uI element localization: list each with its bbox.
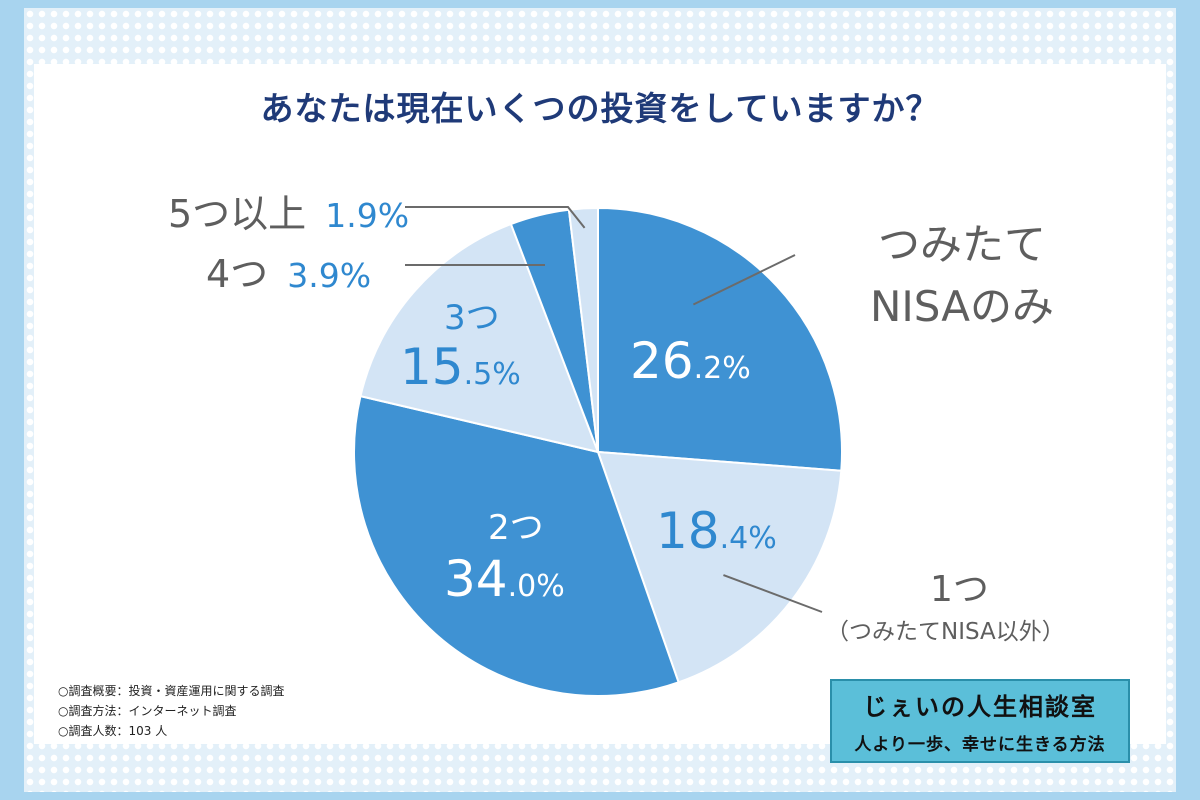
slice-label-three: 3つ (444, 298, 500, 338)
pct-main-one: 18 (656, 502, 720, 560)
slice-label-one-line2: （つみたてNISA以外） (826, 619, 1065, 645)
pct-label-three: 15.5% (400, 338, 521, 396)
pct-label-two: 34.0% (444, 550, 565, 608)
logo-title: じぇいの人生相談室 (863, 693, 1097, 721)
survey-notes: ○調査概要：投資・資産運用に関する調査 ○調査方法：インターネット調査 ○調査人… (58, 681, 284, 741)
chart-title: あなたは現在いくつの投資をしていますか？ (260, 89, 940, 128)
slice-label-tsumitate: つみたて NISAのみ (862, 222, 1062, 330)
pie-slice-2 (353, 394, 680, 697)
leader-line-fiveplus (405, 206, 586, 229)
slice-label-one-line1: 1つ (930, 569, 989, 610)
note-line-overview: ○調査概要：投資・資産運用に関する調査 (58, 684, 285, 698)
slice-label-four: 4つ (206, 252, 269, 296)
pct-label-one: 18.4% (656, 502, 777, 560)
fiveplus-row: 5つ以上 1.9% (168, 183, 409, 238)
pct-label-fiveplus: 1.9% (325, 196, 410, 235)
slice-label-tsumitate-line1: つみたて (877, 220, 1046, 269)
pct-main-two: 34 (444, 550, 508, 608)
pct-label-four: 3.9% (287, 256, 372, 295)
pct-label-tsumitate: 26.2% (630, 332, 751, 390)
slice-label-two: 2つ (488, 508, 544, 548)
pie-slice-0 (597, 206, 843, 472)
logo-subtitle: 人より一歩、幸せに生きる方法 (854, 735, 1106, 755)
slice-label-tsumitate-line2: NISAのみ (870, 282, 1054, 331)
note-line-respondents: ○調査人数：103 人 (58, 724, 168, 738)
pct-dec-tsumitate: .2% (693, 351, 751, 386)
pct-dec-two: .0% (507, 569, 565, 604)
pie-slice-3 (359, 222, 600, 454)
pct-main-three: 15 (400, 338, 464, 396)
slice-label-fiveplus: 5つ以上 (168, 192, 307, 236)
note-line-method: ○調査方法：インターネット調査 (58, 704, 237, 718)
leader-line-tsumitate (692, 254, 796, 306)
pct-dec-three: .5% (463, 357, 521, 392)
leader-line-one (723, 574, 823, 613)
pct-main-tsumitate: 26 (630, 332, 694, 390)
pct-dec-one: .4% (719, 521, 777, 556)
logo-badge: じぇいの人生相談室 人より一歩、幸せに生きる方法 (830, 679, 1130, 763)
four-row: 4つ 3.9% (206, 243, 371, 298)
